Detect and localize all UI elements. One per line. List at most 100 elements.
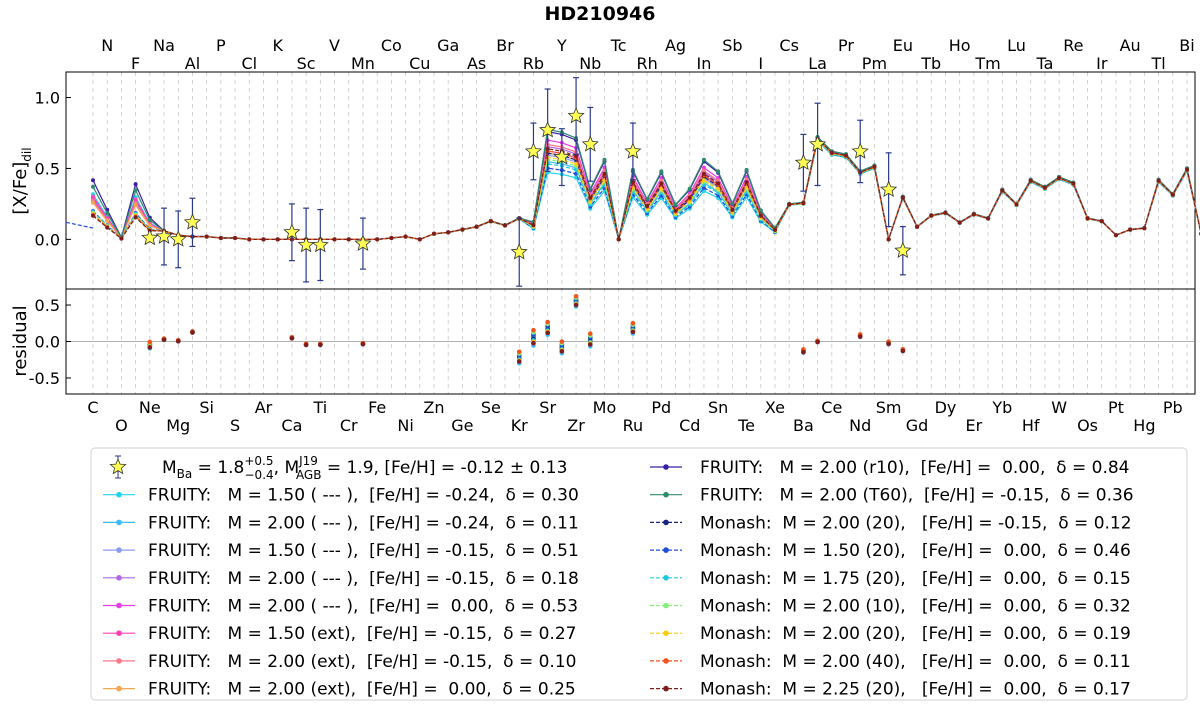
residual-point <box>531 327 536 333</box>
legend-item-series-17: Monash: M = 2.25 (20), [Fe/H] = 0.00, δ … <box>650 680 1131 700</box>
series-17-point <box>744 180 749 185</box>
element-label-top-rh: Rh <box>636 54 657 73</box>
element-label-bottom-os: Os <box>1077 416 1098 435</box>
series-8-point <box>105 219 110 224</box>
bottom-ytick-label: -0.5 <box>29 369 60 388</box>
element-label-top-k: K <box>272 36 283 55</box>
observed-point-sr <box>539 88 557 172</box>
element-label-bottom-yb: Yb <box>991 398 1012 417</box>
series-6-point <box>91 195 95 200</box>
series-10-point <box>730 201 735 206</box>
element-label-top-sb: Sb <box>722 36 742 55</box>
series-10-point <box>133 188 138 193</box>
legend-item-series-12: Monash: M = 1.50 (20), [Fe/H] = 0.00, δ … <box>650 541 1131 561</box>
residual-group-kr <box>516 349 522 366</box>
series-17-point <box>1099 219 1104 224</box>
legend-marker-1 <box>116 491 122 498</box>
observed-point-mn <box>354 217 372 270</box>
observed-point-nb <box>581 106 599 182</box>
series-17-point <box>787 202 792 207</box>
series-15-point <box>701 178 706 183</box>
series-17-point <box>403 234 408 239</box>
residual-group-ba <box>801 347 806 355</box>
top-y-ticks: 1.0 0.5 0.0 <box>35 89 71 249</box>
series-15-point <box>716 186 721 191</box>
series-5-point <box>701 165 706 170</box>
observed-point-sm <box>880 152 898 228</box>
series-17-point <box>659 181 664 186</box>
legend-marker-5 <box>116 602 122 609</box>
series-17-point <box>417 237 422 242</box>
legend-label-series-15: Monash: M = 2.00 (20), [Fe/H] = 0.00, δ … <box>700 624 1131 644</box>
residual-point <box>161 337 167 343</box>
legend-label-series-17: Monash: M = 2.25 (20), [Fe/H] = 0.00, δ … <box>700 680 1131 700</box>
series-17-point <box>971 212 976 217</box>
bottom-ytick-label: 0.5 <box>35 296 60 315</box>
observed-point-ba <box>794 133 812 192</box>
element-label-bottom-pd: Pd <box>651 398 671 417</box>
bottom-element-labels: CO Ne Mg Si S Ar Ca Ti Cr Fe Ni Zn Ge Se Kr Sr Zr Mo Ru Pd C… <box>87 398 1182 435</box>
element-label-bottom-ni: Ni <box>397 416 413 435</box>
element-label-bottom-s: S <box>230 416 240 435</box>
residual-point <box>531 340 536 346</box>
element-label-top-al: Al <box>185 54 200 73</box>
series-line-14 <box>92 138 1200 242</box>
series-10-point <box>716 169 721 174</box>
series-markers-13 <box>91 138 1200 242</box>
legend-marker-7 <box>116 658 122 664</box>
top-ytick-label: 0.0 <box>35 230 60 249</box>
series-17-point <box>645 204 650 209</box>
top-ytick-label: 1.0 <box>35 89 60 108</box>
series-10-point <box>147 218 152 223</box>
series-markers-5 <box>91 136 1200 242</box>
residual-point <box>801 349 806 355</box>
legend-label-series-3: FRUITY: M = 1.50 ( --- ), [Fe/H] = -0.15… <box>148 541 579 561</box>
series-edge-extension <box>65 221 94 229</box>
legend-label-series-9: FRUITY: M = 2.00 (r10), [Fe/H] = 0.00, δ… <box>700 458 1129 478</box>
series-line-9 <box>92 130 1200 242</box>
series-17-point <box>503 223 508 228</box>
element-label-top-cs: Cs <box>779 36 799 55</box>
legend-label-series-12: Monash: M = 1.50 (20), [Fe/H] = 0.00, δ … <box>700 541 1131 561</box>
legend-label-series-2: FRUITY: M = 2.00 ( --- ), [Fe/H] = -0.24… <box>148 513 579 533</box>
residual-point <box>516 359 522 364</box>
legend-label-series-1: FRUITY: M = 1.50 ( --- ), [Fe/H] = -0.24… <box>148 486 579 506</box>
series-markers-16 <box>91 137 1200 242</box>
series-10-point <box>91 184 95 189</box>
series-line-5 <box>92 136 1200 242</box>
element-label-bottom-sm: Sm <box>876 398 902 417</box>
legend-marker-17 <box>663 685 669 692</box>
series-8-point <box>91 200 95 205</box>
series-17-point <box>701 171 706 176</box>
residual-point <box>900 348 906 354</box>
element-label-bottom-se: Se <box>481 398 501 417</box>
element-label-top-n: N <box>101 36 113 55</box>
element-label-bottom-ru: Ru <box>623 416 644 435</box>
legend-marker-13 <box>663 575 669 581</box>
element-label-top-ag: Ag <box>665 36 686 55</box>
element-label-top-p: P <box>216 36 226 55</box>
observed-point-la <box>809 102 827 187</box>
legend-item-series-2: FRUITY: M = 2.00 ( --- ), [Fe/H] = -0.24… <box>103 513 579 533</box>
legend-marker-9 <box>663 464 669 470</box>
series-line-1 <box>92 139 1200 242</box>
legend-item-series-1: FRUITY: M = 1.50 ( --- ), [Fe/H] = -0.24… <box>103 486 579 506</box>
series-markers-10 <box>91 127 1200 242</box>
observed-point-rb <box>524 122 543 181</box>
residual-point <box>147 345 153 350</box>
residual-point <box>630 320 636 326</box>
element-label-bottom-sr: Sr <box>539 398 556 417</box>
series-line-12 <box>92 139 1200 242</box>
series-17-point <box>602 171 607 176</box>
residual-point <box>573 293 579 299</box>
observed-point-na <box>155 207 173 266</box>
residual-group-eu <box>900 346 906 354</box>
series-line-4 <box>92 137 1200 242</box>
top-y-axis-label: [X/Fe]dil <box>10 147 34 214</box>
series-7-point <box>701 168 706 173</box>
observed-point-kr <box>510 217 528 287</box>
residual-point <box>175 338 181 344</box>
series-line-6 <box>92 137 1200 242</box>
series-17-point <box>943 210 948 215</box>
